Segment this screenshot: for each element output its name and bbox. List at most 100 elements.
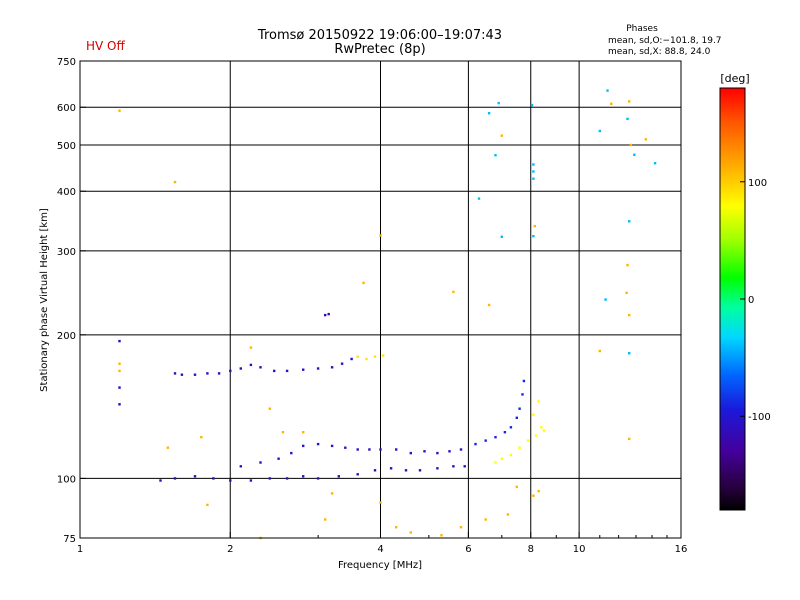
y-tick-label: 400 — [57, 187, 76, 198]
echo-point — [316, 442, 320, 446]
echo-point — [330, 492, 334, 495]
colorbar-tick-label: 100 — [748, 178, 767, 189]
phases-o-stats: mean, sd,O:−101.8, 19.7 — [608, 36, 722, 46]
x-tick-label: 10 — [573, 544, 586, 555]
echo-point — [368, 448, 371, 451]
echo-point — [118, 362, 121, 365]
phases-title: Phases — [626, 24, 658, 34]
echo-point — [526, 439, 530, 442]
echo-point — [518, 407, 521, 410]
echo-point — [500, 235, 503, 238]
echo-point — [180, 373, 184, 376]
echo-point — [509, 453, 513, 457]
y-tick-label: 75 — [63, 534, 76, 545]
echo-point — [173, 372, 177, 375]
echo-point — [497, 101, 500, 105]
echo-point — [532, 170, 535, 173]
echo-point — [484, 518, 487, 521]
echo-point — [522, 379, 526, 383]
echo-point — [249, 479, 253, 482]
echo-point — [628, 437, 631, 441]
echo-point — [506, 513, 510, 516]
echo-point — [118, 109, 121, 112]
y-tick-label: 750 — [57, 57, 76, 68]
echo-point — [356, 448, 359, 451]
echo-point — [229, 369, 232, 373]
echo-point — [474, 442, 477, 446]
echo-point — [494, 461, 497, 464]
x-tick-label: 6 — [465, 544, 471, 555]
echo-point — [463, 465, 466, 468]
echo-point — [290, 451, 293, 455]
echo-point — [249, 346, 253, 349]
echo-point — [653, 162, 657, 165]
echo-point — [477, 197, 481, 200]
y-tick-label: 100 — [57, 474, 76, 485]
y-tick-label: 600 — [57, 103, 76, 114]
echo-point — [452, 465, 455, 468]
echo-point — [344, 446, 347, 449]
echo-point — [532, 413, 535, 416]
echo-point — [379, 234, 382, 237]
echo-point — [118, 339, 121, 343]
echo-point — [302, 444, 305, 448]
echo-point — [268, 477, 271, 480]
x-tick-label: 1 — [77, 544, 83, 555]
echo-point — [259, 461, 262, 464]
echo-point — [542, 429, 546, 432]
echo-point — [440, 534, 443, 537]
x-tick-label: 4 — [377, 544, 383, 555]
echo-point — [212, 477, 215, 480]
echo-point — [285, 477, 289, 480]
echo-point — [302, 431, 305, 434]
echo-point — [598, 349, 601, 353]
echo-point — [239, 465, 242, 468]
echo-point — [373, 355, 377, 358]
colorbar-tick-label: 0 — [748, 295, 754, 306]
echo-point — [494, 154, 497, 157]
echo-point — [409, 451, 412, 455]
echo-point — [229, 479, 232, 482]
echo-point — [340, 362, 344, 365]
chart-subtitle: RwPretec (8p) — [334, 42, 425, 57]
y-tick-label: 200 — [57, 331, 76, 342]
echo-point — [365, 357, 368, 361]
echo-point — [494, 436, 497, 439]
echo-point — [436, 467, 439, 470]
echo-point — [373, 469, 377, 472]
x-axis-label: Frequency [MHz] — [338, 560, 422, 571]
echo-point — [316, 367, 320, 370]
echo-point — [533, 224, 536, 228]
echo-point — [206, 503, 209, 507]
echo-point — [606, 89, 609, 92]
echo-point — [193, 475, 197, 478]
hv-status: HV Off — [86, 39, 125, 53]
echo-point — [537, 490, 540, 493]
y-axis-label: Stationary phase Virtual Height [km] — [39, 208, 50, 392]
echo-point — [173, 477, 177, 480]
echo-point — [532, 163, 535, 166]
grid-lines — [80, 61, 681, 538]
echo-point — [448, 450, 451, 453]
echo-point — [166, 446, 170, 449]
echo-point — [628, 313, 631, 317]
chart-title: Tromsø 20150922 19:06:00–19:07:43 — [257, 28, 502, 43]
x-tick-label: 16 — [675, 544, 688, 555]
echo-point — [610, 102, 613, 105]
echo-point — [173, 180, 177, 184]
echo-point — [537, 400, 540, 403]
echo-point — [459, 526, 463, 529]
y-tick-label: 500 — [57, 141, 76, 152]
colorbar-ticks: 100 0 -100 — [740, 178, 771, 423]
echo-point — [598, 129, 601, 133]
echo-point — [193, 373, 197, 376]
echo-point — [316, 477, 320, 480]
echo-point — [395, 526, 398, 529]
echo-point — [302, 475, 305, 478]
echo-point — [327, 312, 330, 316]
echo-point — [644, 138, 647, 141]
echo-point — [273, 369, 276, 373]
echo-point — [423, 450, 426, 453]
echo-point — [509, 426, 513, 429]
